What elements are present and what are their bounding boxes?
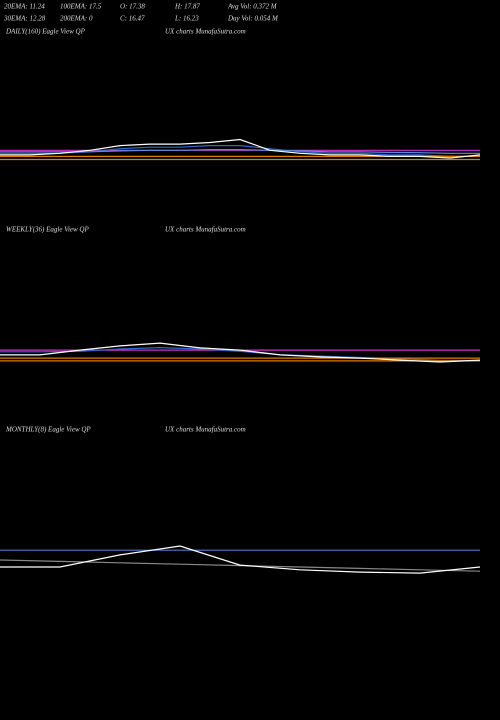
- panel-title: MONTHLY(8) Eagle View QP: [5, 426, 91, 434]
- header-stat: Avg Vol: 0.372 M: [227, 3, 278, 11]
- header-stat: Day Vol: 0.054 M: [227, 15, 279, 23]
- header-stat: 20EMA: 11.24: [4, 3, 45, 11]
- series-line: [0, 545, 481, 574]
- header-stat: 30EMA: 12.28: [3, 15, 46, 23]
- series-line: [0, 342, 481, 363]
- series-line: [0, 138, 481, 159]
- panel-title: WEEKLY(36) Eagle View QP: [6, 226, 89, 234]
- header-stat: 200EMA: 0: [60, 15, 93, 23]
- panel-title: DAILY(160) Eagle View QP: [5, 28, 86, 36]
- watermark: UX charts MunafaSutra.com: [165, 28, 246, 36]
- series-line: [0, 145, 480, 157]
- header-stat: H: 17.87: [174, 3, 200, 11]
- header-stat: L: 16.23: [174, 15, 199, 23]
- watermark: UX charts MunafaSutra.com: [165, 226, 246, 234]
- header-stat: C: 16.47: [120, 15, 145, 23]
- header-stat: 100EMA: 17.5: [60, 3, 102, 11]
- header-stat: O: 17.38: [120, 3, 145, 11]
- watermark: UX charts MunafaSutra.com: [165, 426, 246, 434]
- series-line: [0, 346, 480, 361]
